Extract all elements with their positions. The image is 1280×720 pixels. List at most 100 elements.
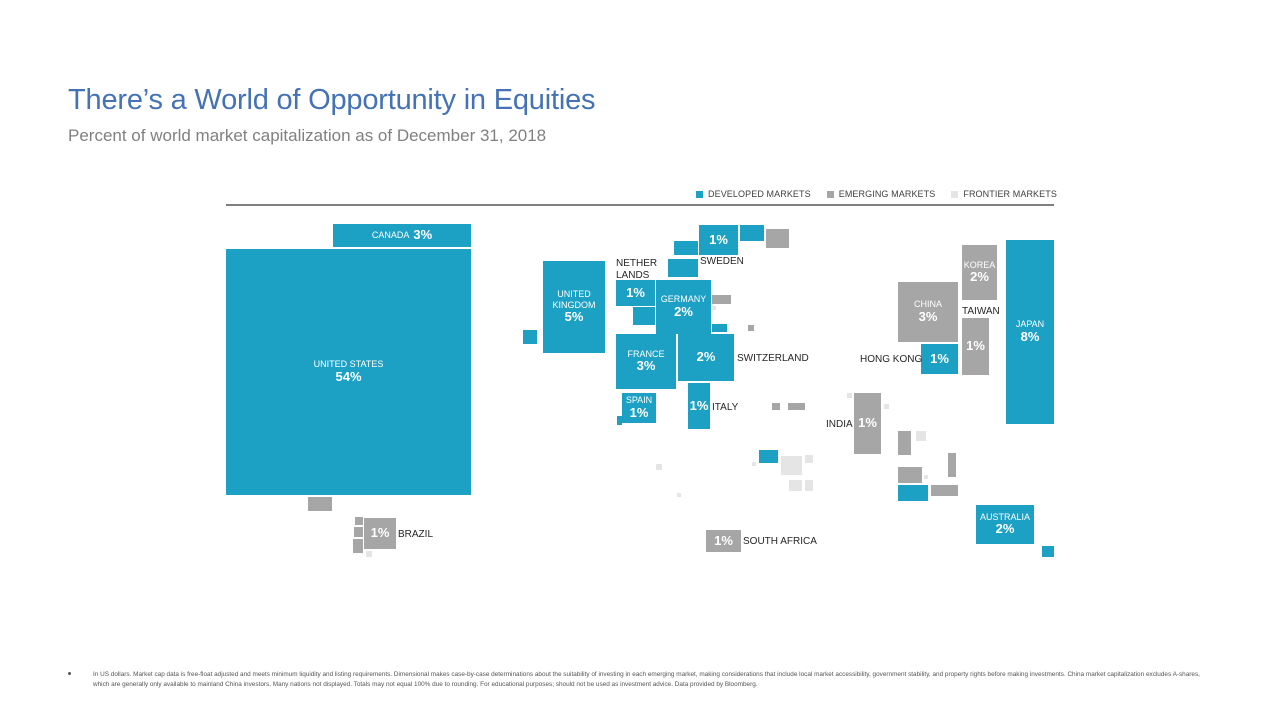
tile-japan [1006,240,1054,424]
small-market-tile [656,464,662,470]
label-china: CHINA 3% [898,282,958,342]
label-brazil-value: 1% [370,525,390,541]
legend-swatch-emerging [826,190,834,198]
small-market-tile [668,259,698,277]
label-brazil-name: BRAZIL [398,529,434,540]
small-market-tile [924,475,928,479]
label-switzerland: 2% [678,334,734,381]
small-market-tile [617,416,622,425]
tile-united-states [226,249,471,495]
label-canada-value: 3% [413,227,433,243]
label-germany: GERMANY 2% [656,280,711,334]
label-india-value: 1% [858,415,877,431]
label-united-states-name: UNITED STATES [313,359,384,370]
small-market-tile [805,455,813,463]
small-market-tile [781,456,802,475]
tile-sweden [699,225,738,255]
tile-italy [688,383,710,429]
label-australia: AUSTRALIA 2% [976,505,1034,544]
legend-label-emerging: EMERGING MARKETS [838,189,936,199]
label-hong-kong-name: HONG KONG [860,354,923,365]
tile-canada [333,224,471,247]
label-france-name: FRANCE [627,348,665,359]
chart-title: There’s a World of Opportunity in Equiti… [68,84,596,116]
tile-netherlands [616,280,655,306]
label-korea: KOREA 2% [962,245,997,300]
label-netherlands-value: 1% [626,284,645,300]
small-market-tile [740,225,764,241]
small-market-tile [674,241,698,255]
tile-spain [622,393,656,423]
small-market-tile [884,404,889,409]
label-sweden: 1% [699,225,738,255]
tile-switzerland [678,334,734,381]
tile-germany [656,280,711,334]
small-market-tile [766,229,789,248]
tile-south-africa [706,530,741,552]
legend-label-frontier: FRONTIER MARKETS [963,189,1057,199]
legend-label-developed: DEVELOPED MARKETS [708,189,811,199]
label-japan-name: JAPAN [1015,319,1045,330]
label-south-africa-name: SOUTH AFRICA [743,536,817,547]
label-italy-name: ITALY [712,402,739,413]
label-switzerland-value: 2% [696,349,716,365]
small-market-tile [847,393,852,398]
label-sweden-name: SWEDEN [700,256,744,267]
tile-korea [962,245,997,300]
legend-item-frontier: FRONTIER MARKETS [951,189,1057,199]
label-china-value: 3% [918,308,938,324]
tile-brazil [364,518,396,549]
chart-subtitle: Percent of world market capitalization a… [68,126,547,145]
legend: DEVELOPED MARKETS EMERGING MARKETS FRONT… [696,188,1073,200]
label-united-kingdom: UNITED KINGDOM 5% [543,261,605,353]
label-united-kingdom-name: UNITED KINGDOM [552,289,596,310]
small-market-tile [788,403,805,410]
label-australia-name: AUSTRALIA [979,511,1030,522]
label-italy: 1% [688,383,710,429]
label-hong-kong-value: 1% [930,350,949,366]
small-market-tile [931,485,958,496]
label-germany-value: 2% [674,303,693,319]
small-market-tile [805,480,813,491]
label-switzerland-name: SWITZERLAND [737,353,809,364]
label-canada-name: CANADA [371,230,410,241]
small-market-tile [759,450,778,463]
footnote: In US dollars. Market cap data is free-f… [93,671,1200,688]
tile-united-kingdom [543,261,605,353]
small-market-tile [633,307,655,325]
legend-item-developed: DEVELOPED MARKETS [696,189,811,199]
label-australia-value: 2% [995,521,1015,537]
small-market-tile [712,306,716,310]
tile-taiwan [962,318,989,375]
small-market-tile [366,551,372,557]
tile-india [854,393,881,454]
small-market-tile [712,324,727,332]
small-market-tile [523,330,537,344]
label-korea-name: KOREA [963,259,996,270]
tile-australia [976,505,1034,544]
small-market-tile [898,467,922,483]
small-market-tile [1042,546,1054,557]
label-sweden-value: 1% [709,231,728,247]
label-netherlands-name: NETHER LANDS [616,258,658,281]
label-india: 1% [854,393,881,454]
label-italy-value: 1% [689,397,709,413]
tile-france [616,334,676,389]
legend-divider [226,204,1054,206]
label-korea-value: 2% [970,269,989,285]
label-canada: CANADA 3% [333,224,471,247]
tile-hong-kong [921,344,958,374]
label-united-states: UNITED STATES 54% [226,249,471,495]
legend-swatch-frontier [951,190,959,198]
label-spain: SPAIN 1% [622,393,656,423]
small-market-tile [752,462,756,466]
small-market-tile [355,517,363,525]
legend-item-emerging: EMERGING MARKETS [826,189,936,199]
label-south-africa-value: 1% [714,532,733,548]
label-france-value: 3% [636,358,656,374]
label-united-states-value: 54% [335,368,362,384]
label-taiwan-value: 1% [966,338,985,354]
label-spain-name: SPAIN [625,395,653,406]
label-taiwan: 1% [962,318,989,375]
label-hong-kong: 1% [921,344,958,374]
